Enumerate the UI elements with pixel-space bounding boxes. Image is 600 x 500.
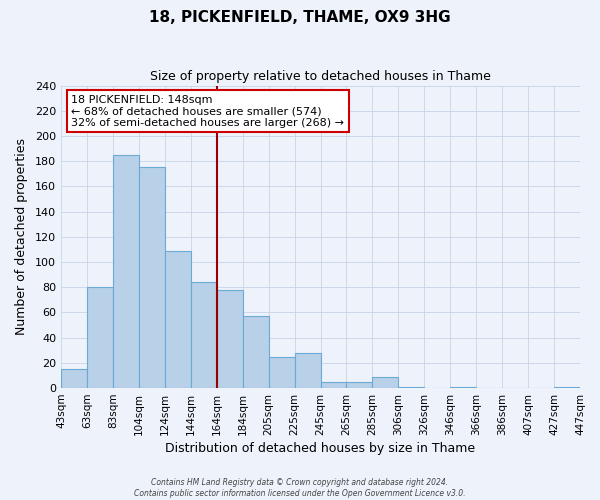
Bar [217, 290, 242, 388]
Bar [242, 316, 269, 388]
Title: Size of property relative to detached houses in Thame: Size of property relative to detached ho… [150, 70, 491, 83]
Bar [320, 382, 346, 388]
Bar [269, 356, 295, 388]
Bar [165, 250, 191, 388]
Bar [139, 168, 165, 388]
Text: 18, PICKENFIELD, THAME, OX9 3HG: 18, PICKENFIELD, THAME, OX9 3HG [149, 10, 451, 25]
Bar [61, 369, 87, 388]
Bar [295, 353, 320, 388]
X-axis label: Distribution of detached houses by size in Thame: Distribution of detached houses by size … [166, 442, 476, 455]
Text: Contains HM Land Registry data © Crown copyright and database right 2024.
Contai: Contains HM Land Registry data © Crown c… [134, 478, 466, 498]
Y-axis label: Number of detached properties: Number of detached properties [15, 138, 28, 336]
Bar [398, 387, 424, 388]
Bar [113, 155, 139, 388]
Bar [554, 387, 580, 388]
Text: 18 PICKENFIELD: 148sqm
← 68% of detached houses are smaller (574)
32% of semi-de: 18 PICKENFIELD: 148sqm ← 68% of detached… [71, 94, 344, 128]
Bar [373, 376, 398, 388]
Bar [346, 382, 373, 388]
Bar [191, 282, 217, 388]
Bar [87, 287, 113, 388]
Bar [450, 387, 476, 388]
